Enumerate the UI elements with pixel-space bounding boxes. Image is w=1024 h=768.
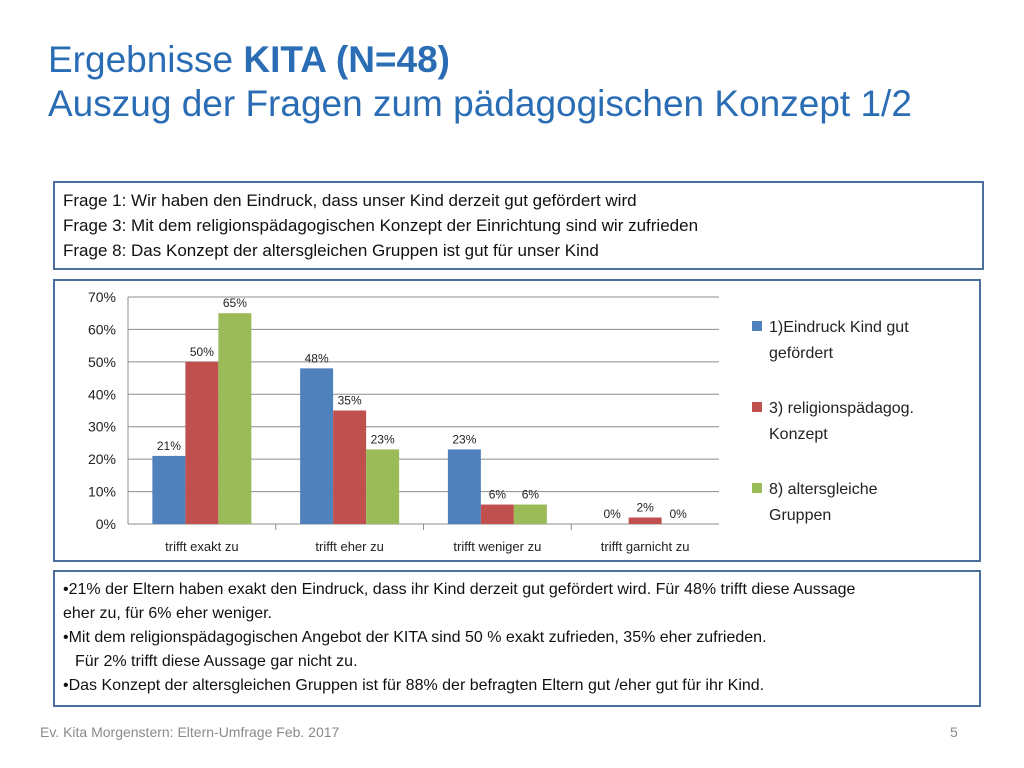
summary-line-2: eher zu, für 6% eher weniger. xyxy=(63,605,273,622)
summary-line-1: •21% der Eltern haben exakt den Eindruck… xyxy=(63,581,856,598)
summary-line-3: •Mit dem religionspädagogischen Angebot … xyxy=(63,629,767,646)
x-tick-label: trifft eher zu xyxy=(315,539,383,554)
bar xyxy=(628,517,662,524)
data-label: 2% xyxy=(636,501,654,515)
title-bold: KITA (N=48) xyxy=(243,39,450,80)
chart-box: 0% 10% 20% 30% 40% 50% 60% 70% 21% 50% 65% trifft e… xyxy=(53,279,981,562)
x-tick-label: trifft exakt zu xyxy=(165,539,238,554)
legend-swatch xyxy=(752,402,762,412)
bar xyxy=(513,504,547,524)
title-prefix: Ergebnisse xyxy=(48,39,244,80)
summary-line-4: Für 2% trifft diese Aussage gar nicht zu… xyxy=(75,653,358,670)
bar xyxy=(366,449,400,524)
title-line1: Ergebnisse KITA (N=48) xyxy=(48,39,450,80)
bar-chart: 0% 10% 20% 30% 40% 50% 60% 70% 21% 50% 65% trifft e… xyxy=(88,289,914,554)
data-label: 0% xyxy=(603,507,621,521)
bar xyxy=(218,313,252,524)
x-tick-label: trifft weniger zu xyxy=(453,539,541,554)
y-tick-label: 30% xyxy=(88,419,116,435)
y-tick-label: 20% xyxy=(88,451,116,467)
legend-label: 1)Eindruck Kind gut xyxy=(769,319,909,336)
page-title: Ergebnisse KITA (N=48) Auszug der Fragen… xyxy=(48,38,1008,126)
page-number: 5 xyxy=(950,724,958,740)
data-label: 0% xyxy=(669,507,687,521)
footer-text: Ev. Kita Morgenstern: Eltern-Umfrage Feb… xyxy=(40,724,340,740)
y-tick-label: 40% xyxy=(88,386,116,402)
legend-label: Gruppen xyxy=(769,507,831,524)
data-label: 23% xyxy=(371,432,395,446)
data-label: 21% xyxy=(157,439,181,453)
y-tick-label: 70% xyxy=(88,289,116,305)
data-label: 23% xyxy=(452,432,476,446)
y-tick-label: 10% xyxy=(88,484,116,500)
bar xyxy=(447,449,481,524)
legend-label: Konzept xyxy=(769,426,828,443)
data-label: 48% xyxy=(305,351,329,365)
question-2: Frage 3: Mit dem religionspädagogischen … xyxy=(63,216,699,235)
question-1: Frage 1: Wir haben den Eindruck, dass un… xyxy=(63,191,637,210)
data-label: 6% xyxy=(489,488,507,502)
data-label: 6% xyxy=(522,488,540,502)
legend-label: 8) altersgleiche xyxy=(769,481,878,498)
data-label: 35% xyxy=(338,394,362,408)
bar xyxy=(152,455,186,524)
legend-swatch xyxy=(752,321,762,331)
questions-box: Frage 1: Wir haben den Eindruck, dass un… xyxy=(53,181,984,270)
bar xyxy=(300,368,334,524)
x-tick-label: trifft garnicht zu xyxy=(601,539,690,554)
legend-label: gefördert xyxy=(769,345,834,362)
legend-label: 3) religionspädagog. xyxy=(769,400,914,417)
y-tick-label: 50% xyxy=(88,354,116,370)
y-tick-label: 0% xyxy=(96,516,116,532)
summary-box: •21% der Eltern haben exakt den Eindruck… xyxy=(53,570,981,707)
bar xyxy=(185,361,219,524)
title-line2: Auszug der Fragen zum pädagogischen Konz… xyxy=(48,83,912,124)
bar xyxy=(333,410,367,524)
y-tick-label: 60% xyxy=(88,321,116,337)
data-label: 50% xyxy=(190,345,214,359)
question-3: Frage 8: Das Konzept der altersgleichen … xyxy=(63,241,599,260)
summary-line-5: •Das Konzept der altersgleichen Gruppen … xyxy=(63,677,765,694)
legend-swatch xyxy=(752,483,762,493)
data-label: 65% xyxy=(223,296,247,310)
bar xyxy=(480,504,514,524)
